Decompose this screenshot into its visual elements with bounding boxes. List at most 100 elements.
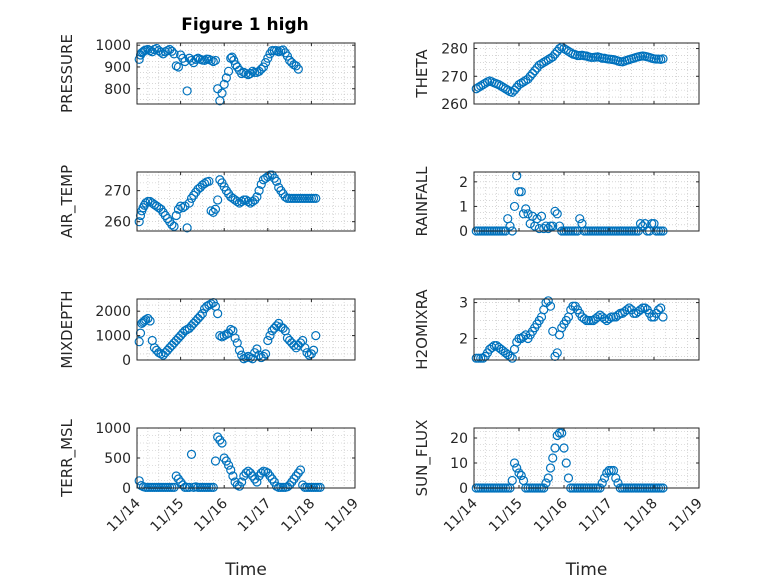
data-point (219, 453, 229, 463)
data-point (245, 68, 255, 79)
data-point (534, 60, 544, 70)
data-point (206, 206, 216, 216)
data-point (613, 478, 623, 488)
data-point (536, 59, 547, 69)
x-tick-label: 11/17 (576, 496, 616, 536)
data-point (261, 349, 271, 359)
y-tick-label: 270 (441, 69, 468, 85)
data-point (191, 316, 201, 326)
data-point (247, 471, 258, 481)
data-point (611, 473, 621, 483)
data-point (498, 82, 508, 92)
data-point (282, 333, 293, 343)
y-axis-label: TERR_MSL (58, 418, 77, 497)
data-point (208, 482, 218, 492)
data-point (599, 314, 610, 324)
data-point (579, 314, 589, 324)
y-tick-label: 260 (104, 215, 131, 231)
data-point (199, 178, 210, 189)
data-point (512, 463, 522, 473)
x-tick-label: 11/16 (531, 495, 571, 535)
data-point (169, 482, 179, 492)
y-axis-label: RAINFALL (413, 166, 431, 237)
data-point (223, 460, 234, 470)
data-point (162, 345, 173, 355)
data-point (226, 324, 236, 335)
y-tick-label: 1 (459, 199, 468, 215)
data-point (138, 47, 148, 57)
data-point (604, 314, 614, 324)
data-point (241, 352, 251, 363)
x-tick-label: 11/14 (104, 495, 144, 535)
data-point (217, 88, 227, 98)
data-point (243, 466, 253, 476)
x-tick-label: 11/19 (322, 496, 362, 536)
data-point (167, 46, 177, 56)
data-point (263, 335, 273, 346)
data-point (271, 176, 282, 186)
y-axis-label: SUN_FLUX (413, 420, 432, 497)
data-point (295, 465, 306, 475)
x-tick-label: 11/17 (235, 496, 275, 536)
data-point (550, 206, 560, 216)
y-tick-label: 10 (450, 456, 468, 472)
y-tick-label: 1000 (95, 38, 131, 54)
data-point (169, 221, 179, 231)
data-point (135, 328, 146, 338)
data-point (289, 474, 299, 484)
data-point (575, 214, 585, 224)
subplot-theta: 260 270 280 THETA (413, 42, 700, 113)
data-point (184, 198, 194, 208)
data-point (300, 343, 310, 353)
data-point (217, 438, 227, 448)
data-point (232, 196, 242, 207)
data-point (523, 74, 533, 84)
data-point (525, 71, 535, 81)
data-point (509, 458, 520, 468)
data-point (254, 186, 264, 196)
y-tick-label: 0 (122, 353, 131, 369)
data-point (173, 474, 184, 484)
data-point (552, 209, 562, 219)
data-point (195, 311, 205, 321)
data-point (514, 468, 524, 478)
y-tick-label: 1000 (95, 421, 131, 437)
data-point (230, 333, 240, 343)
data-point (530, 66, 540, 76)
y-tick-label: 500 (104, 451, 131, 467)
y-tick-label: 280 (441, 42, 468, 58)
data-point (171, 471, 181, 481)
data-point (184, 482, 194, 492)
data-point (154, 348, 164, 358)
data-point (213, 309, 223, 319)
data-point (134, 476, 144, 486)
data-point (252, 344, 262, 354)
data-point (656, 303, 666, 313)
data-point (653, 305, 664, 315)
y-axis-label: THETA (413, 49, 431, 99)
subplot-mixdepth: 0 1000 2000 MIXDEPTH (58, 290, 356, 369)
data-point (186, 449, 197, 459)
data-point (226, 53, 236, 63)
y-tick-label: 900 (104, 60, 131, 76)
y-tick-label: 270 (104, 184, 131, 200)
data-point (261, 58, 271, 68)
data-point (182, 86, 192, 96)
data-point (521, 204, 531, 214)
data-point (134, 217, 144, 227)
y-tick-label: 0 (122, 481, 131, 497)
data-point (298, 480, 308, 490)
data-point (206, 299, 216, 309)
data-point (167, 340, 177, 350)
y-tick-label: 1000 (95, 329, 131, 345)
data-point (215, 435, 225, 445)
data-point (593, 312, 603, 322)
data-point (543, 473, 553, 483)
data-point (494, 79, 504, 90)
data-point (156, 47, 166, 57)
data-point (532, 214, 542, 224)
data-point (210, 456, 221, 466)
data-point (496, 81, 506, 91)
data-point (308, 345, 319, 355)
data-point (624, 303, 634, 313)
